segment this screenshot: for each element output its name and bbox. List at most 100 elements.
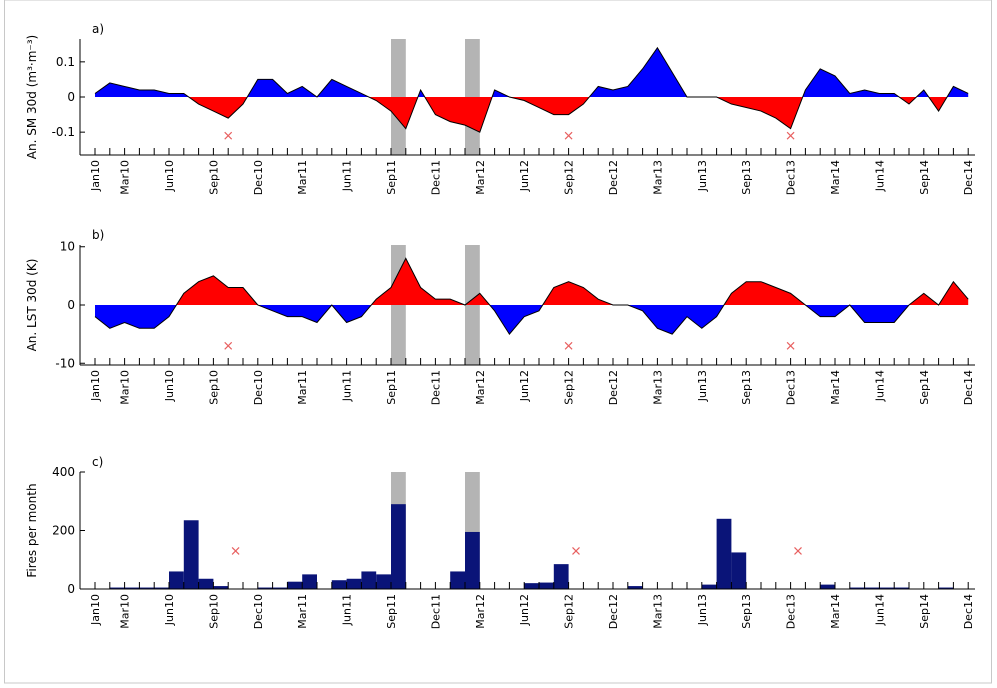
x-tick-label: Jun13 — [696, 370, 709, 402]
bar — [346, 578, 362, 589]
x-tick-label: Dec11 — [429, 594, 442, 629]
bar — [391, 504, 406, 589]
x-tick-label: Sep10 — [207, 594, 220, 629]
x-tick-label: Mar12 — [474, 370, 487, 405]
x-tick-label: Mar12 — [474, 594, 487, 629]
marker — [572, 547, 580, 555]
panel-label: c) — [92, 455, 103, 469]
bar — [450, 571, 465, 589]
x-tick-label: Sep12 — [563, 160, 576, 195]
x-tick-label: Mar13 — [651, 370, 664, 405]
y-tick-label: -10 — [55, 356, 75, 370]
bar — [109, 587, 125, 589]
bar — [272, 587, 288, 589]
x-tick-label: Jun10 — [163, 160, 176, 192]
x-tick-label: Sep13 — [740, 370, 753, 405]
x-tick-label: Jun14 — [873, 160, 886, 192]
x-tick-label: Mar10 — [119, 370, 132, 405]
y-tick-label: 200 — [52, 524, 75, 538]
x-tick-label: Sep14 — [918, 594, 931, 629]
y-tick-label: 10 — [60, 240, 75, 254]
x-tick-label: Mar13 — [651, 160, 664, 195]
negative-area — [95, 305, 969, 335]
bar — [198, 578, 214, 589]
bar — [864, 587, 880, 589]
x-tick-label: Mar14 — [829, 370, 842, 405]
bar — [154, 587, 169, 589]
x-tick-label: Dec12 — [607, 370, 620, 405]
bar — [938, 587, 954, 589]
x-tick-label: Dec13 — [785, 594, 798, 629]
x-tick-label: Sep12 — [563, 594, 576, 629]
y-tick-label: 0 — [67, 298, 75, 312]
x-tick-label: Dec14 — [962, 594, 975, 629]
marker — [564, 131, 573, 140]
y-axis-label: An. SM 30d (m³·m⁻³) — [25, 35, 39, 159]
bar — [627, 586, 643, 589]
x-tick-label: Mar11 — [296, 160, 309, 195]
y-tick-label: 0 — [67, 90, 75, 104]
x-tick-label: Jan10 — [89, 594, 102, 626]
x-tick-label: Sep13 — [740, 594, 753, 629]
x-tick-label: Dec14 — [962, 370, 975, 405]
bar — [716, 518, 732, 589]
marker — [231, 547, 240, 555]
bar — [465, 531, 480, 589]
x-tick-label: Sep11 — [385, 160, 398, 195]
bar — [879, 587, 895, 589]
x-tick-label: Dec12 — [607, 160, 620, 195]
frame — [4, 0, 992, 684]
x-tick-label: Mar14 — [829, 160, 842, 195]
x-tick-label: Mar13 — [651, 594, 664, 629]
x-tick-label: Jan10 — [89, 370, 102, 402]
x-tick-label: Sep12 — [563, 370, 576, 405]
bar — [257, 587, 273, 589]
x-tick-label: Sep14 — [918, 160, 931, 195]
positive-area — [95, 258, 969, 305]
x-tick-label: Mar10 — [119, 594, 132, 629]
x-tick-label: Dec11 — [429, 370, 442, 405]
x-tick-label: Sep11 — [385, 594, 398, 629]
x-tick-label: Jun12 — [518, 160, 531, 192]
y-tick-label: 400 — [52, 465, 75, 479]
negative-area — [95, 97, 969, 133]
x-tick-label: Sep14 — [918, 370, 931, 405]
bar — [849, 587, 865, 589]
y-axis-label: Fires per month — [25, 483, 39, 577]
marker — [786, 131, 795, 140]
x-tick-label: Mar10 — [119, 160, 132, 195]
x-tick-label: Jun13 — [696, 160, 709, 192]
bar — [302, 574, 317, 589]
x-tick-label: Dec10 — [252, 594, 265, 629]
x-tick-label: Dec13 — [785, 160, 798, 195]
x-tick-label: Dec13 — [785, 370, 798, 405]
y-axis-label: An. LST 30d (K) — [25, 259, 39, 352]
marker — [794, 547, 802, 555]
x-tick-label: Dec10 — [252, 160, 265, 195]
x-tick-label: Jun11 — [341, 594, 354, 626]
x-tick-label: Jun11 — [341, 370, 354, 402]
x-tick-label: Jun12 — [518, 370, 531, 402]
bar — [139, 587, 155, 589]
x-tick-label: Sep10 — [207, 370, 220, 405]
x-tick-label: Mar11 — [296, 594, 309, 629]
bar — [731, 552, 747, 589]
panel-label: b) — [92, 228, 104, 242]
x-tick-label: Mar12 — [474, 160, 487, 195]
x-tick-label: Mar14 — [829, 594, 842, 629]
marker — [224, 341, 233, 350]
bar — [376, 574, 391, 589]
x-tick-label: Jun14 — [873, 594, 886, 626]
x-tick-label: Jan10 — [89, 160, 102, 192]
bar — [894, 587, 909, 589]
x-tick-label: Jun10 — [163, 370, 176, 402]
positive-area — [95, 47, 969, 97]
bar — [331, 580, 347, 589]
bar — [287, 581, 303, 589]
x-tick-label: Jun11 — [341, 160, 354, 192]
x-tick-label: Sep11 — [385, 370, 398, 405]
x-tick-label: Sep13 — [740, 160, 753, 195]
panel-label: a) — [92, 22, 104, 36]
x-tick-label: Jun13 — [696, 594, 709, 626]
